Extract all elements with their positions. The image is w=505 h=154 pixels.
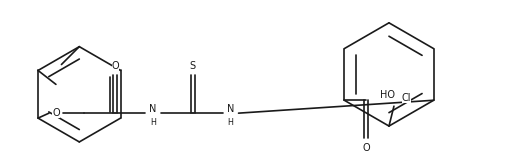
- Text: H: H: [150, 118, 156, 127]
- Text: O: O: [112, 61, 119, 71]
- Text: O: O: [52, 108, 60, 118]
- Text: N: N: [149, 104, 157, 114]
- Text: O: O: [362, 143, 369, 153]
- Text: HO: HO: [379, 90, 394, 100]
- Text: Cl: Cl: [401, 93, 411, 103]
- Text: S: S: [189, 61, 195, 71]
- Text: N: N: [226, 104, 234, 114]
- Text: H: H: [227, 118, 233, 127]
